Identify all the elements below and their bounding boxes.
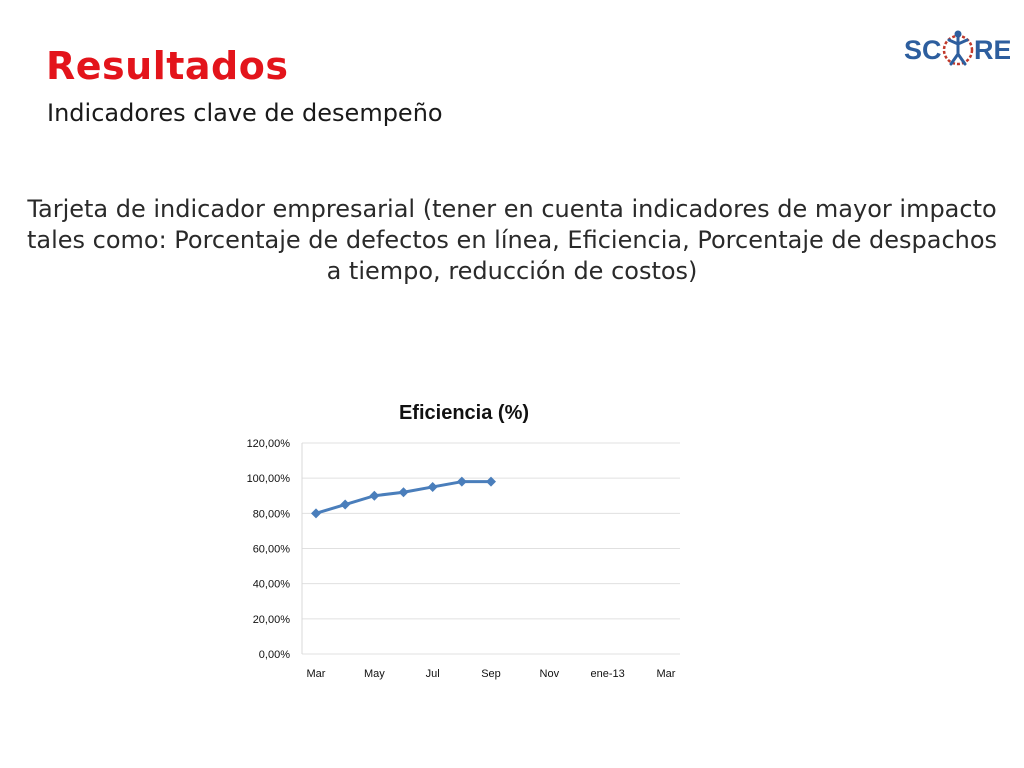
- body-paragraph: Tarjeta de indicador empresarial (tener …: [0, 194, 1024, 287]
- data-point: [486, 476, 496, 487]
- y-tick-label: 40,00%: [253, 579, 291, 591]
- y-tick-label: 60,00%: [253, 544, 291, 556]
- x-tick-label: Mar: [307, 668, 326, 680]
- page-title: Resultados: [46, 44, 289, 88]
- x-tick-label: Jul: [426, 668, 440, 680]
- y-tick-label: 0,00%: [259, 649, 290, 661]
- x-tick-label: Sep: [481, 668, 501, 680]
- logo-figure-icon: [942, 30, 974, 66]
- efficiency-chart: Eficiencia (%) 0,00% 20,00% 40,00% 60,00% 80…: [247, 402, 680, 680]
- score-logo: SC RE: [904, 30, 1010, 66]
- x-tick-label: ene-13: [591, 668, 625, 680]
- page-subtitle: Indicadores clave de desempeño: [47, 99, 443, 127]
- logo-text-right: RE: [974, 35, 1010, 65]
- chart-title: Eficiencia (%): [399, 402, 529, 424]
- y-tick-label: 120,00%: [247, 438, 291, 450]
- x-tick-label: Mar: [657, 668, 676, 680]
- y-tick-label: 80,00%: [253, 508, 291, 520]
- data-point: [398, 487, 409, 498]
- body-line: a tiempo, reducción de costos): [326, 257, 698, 285]
- data-point: [456, 476, 467, 487]
- body-line: tales como: Porcentaje de defectos en lí…: [26, 226, 998, 254]
- x-tick-label: Nov: [540, 668, 560, 680]
- data-point: [369, 490, 380, 501]
- series-line: [315, 480, 491, 515]
- logo-text-left: SC: [904, 35, 942, 65]
- x-tick-label: May: [364, 668, 385, 680]
- y-tick-label: 20,00%: [253, 614, 291, 626]
- y-tick-label: 100,00%: [247, 473, 291, 485]
- data-point: [427, 481, 438, 492]
- body-line: Tarjeta de indicador empresarial (tener …: [27, 195, 997, 223]
- data-point: [340, 499, 351, 510]
- data-point: [311, 508, 321, 519]
